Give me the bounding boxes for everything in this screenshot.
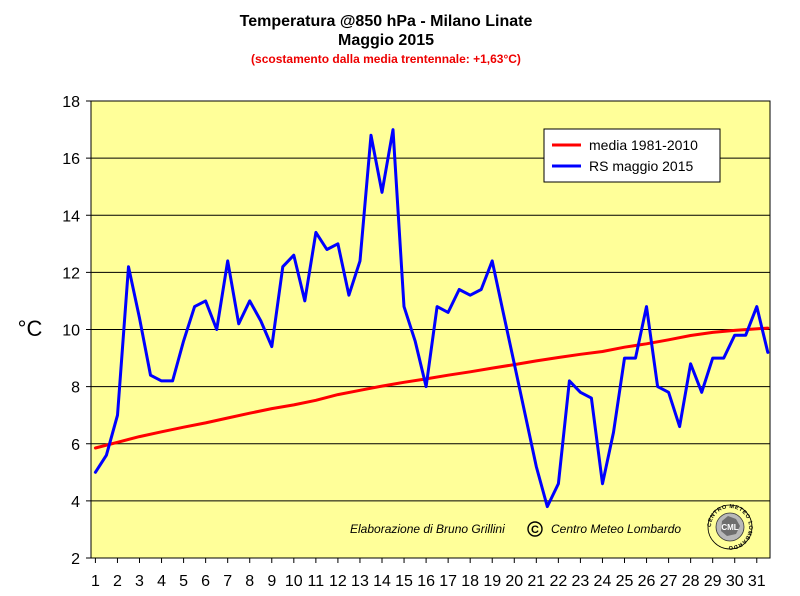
x-tick-label: 8 [245,573,254,590]
x-tick-label: 27 [660,573,678,590]
x-tick-label: 25 [616,573,634,590]
y-tick-label: 4 [71,494,80,511]
y-tick-label: 18 [62,94,80,111]
x-tick-label: 12 [329,573,347,590]
y-tick-label: 8 [71,380,80,397]
x-tick-label: 13 [351,573,369,590]
x-tick-label: 30 [726,573,744,590]
x-tick-label: 15 [395,573,413,590]
y-tick-label: 16 [62,151,80,168]
x-tick-label: 11 [308,573,325,590]
legend: media 1981-2010 RS maggio 2015 [543,128,721,183]
plot-frame [90,100,771,559]
copyright-letter: C [531,524,539,536]
chart-subtitle-month: Maggio 2015 [337,32,435,49]
credit-org: Centro Meteo Lombardo [551,522,681,536]
legend-label-media: media 1981-2010 [589,137,698,153]
y-tick-label: 2 [71,551,80,568]
legend-box [543,128,721,183]
x-tick-label: 26 [638,573,656,590]
x-tick-label: 21 [527,573,545,590]
x-tick-label: 10 [285,573,303,590]
y-tick-label: 10 [62,323,80,340]
x-tick-label: 31 [748,573,766,590]
chart-title: Temperatura @850 hPa - Milano Linate [239,13,533,30]
x-tick-label: 17 [439,573,457,590]
credit-author: Elaborazione di Bruno Grillini [350,522,505,536]
x-tick-labels: 1 2 3 4 5 6 7 8 9 10 11 12 13 14 15 16 17 18 19 20 21 22 23 24 2… [91,558,766,590]
legend-label-rs: RS maggio 2015 [589,158,694,174]
y-tick-label: 12 [62,265,80,282]
cml-logo: CML CENTRO METEO LOMBARDO [707,504,753,550]
x-tick-label: 16 [417,573,435,590]
x-tick-label: 14 [373,573,391,590]
chart-title-block: Temperatura @850 hPa - Milano Linate Mag… [0,12,772,68]
y-tick-label: 14 [62,208,80,225]
x-tick-label: 24 [594,573,612,590]
x-tick-label: 5 [179,573,188,590]
x-tick-label: 28 [682,573,700,590]
series-line-rs [93,128,770,509]
x-tick-label: 19 [483,573,501,590]
x-tick-label: 6 [201,573,210,590]
grid-lines [91,157,770,502]
x-tick-label: 18 [461,573,479,590]
credit-line: Elaborazione di Bruno Grillini C Centro … [350,521,681,537]
series-lines [93,128,770,509]
x-tick-label: 2 [113,573,122,590]
x-tick-label: 9 [267,573,276,590]
lombardy-map-icon [721,516,740,536]
x-tick-label: 29 [704,573,722,590]
x-tick-label: 22 [549,573,567,590]
x-tick-label: 7 [223,573,232,590]
y-tick-labels: 2 4 6 8 10 12 14 16 18 [62,94,91,568]
x-tick-label: 3 [135,573,144,590]
y-axis-label: °C [18,316,43,341]
copyright-circle [527,521,543,537]
x-tick-label: 23 [572,573,590,590]
y-tick-label: 6 [71,437,80,454]
x-tick-label: 4 [157,573,166,590]
x-tick-label: 20 [505,573,523,590]
logo-initials: CML [721,523,738,532]
chart-anomaly-note: (scostamento dalla media trentennale: +1… [251,52,521,66]
x-tick-label: 1 [91,573,100,590]
